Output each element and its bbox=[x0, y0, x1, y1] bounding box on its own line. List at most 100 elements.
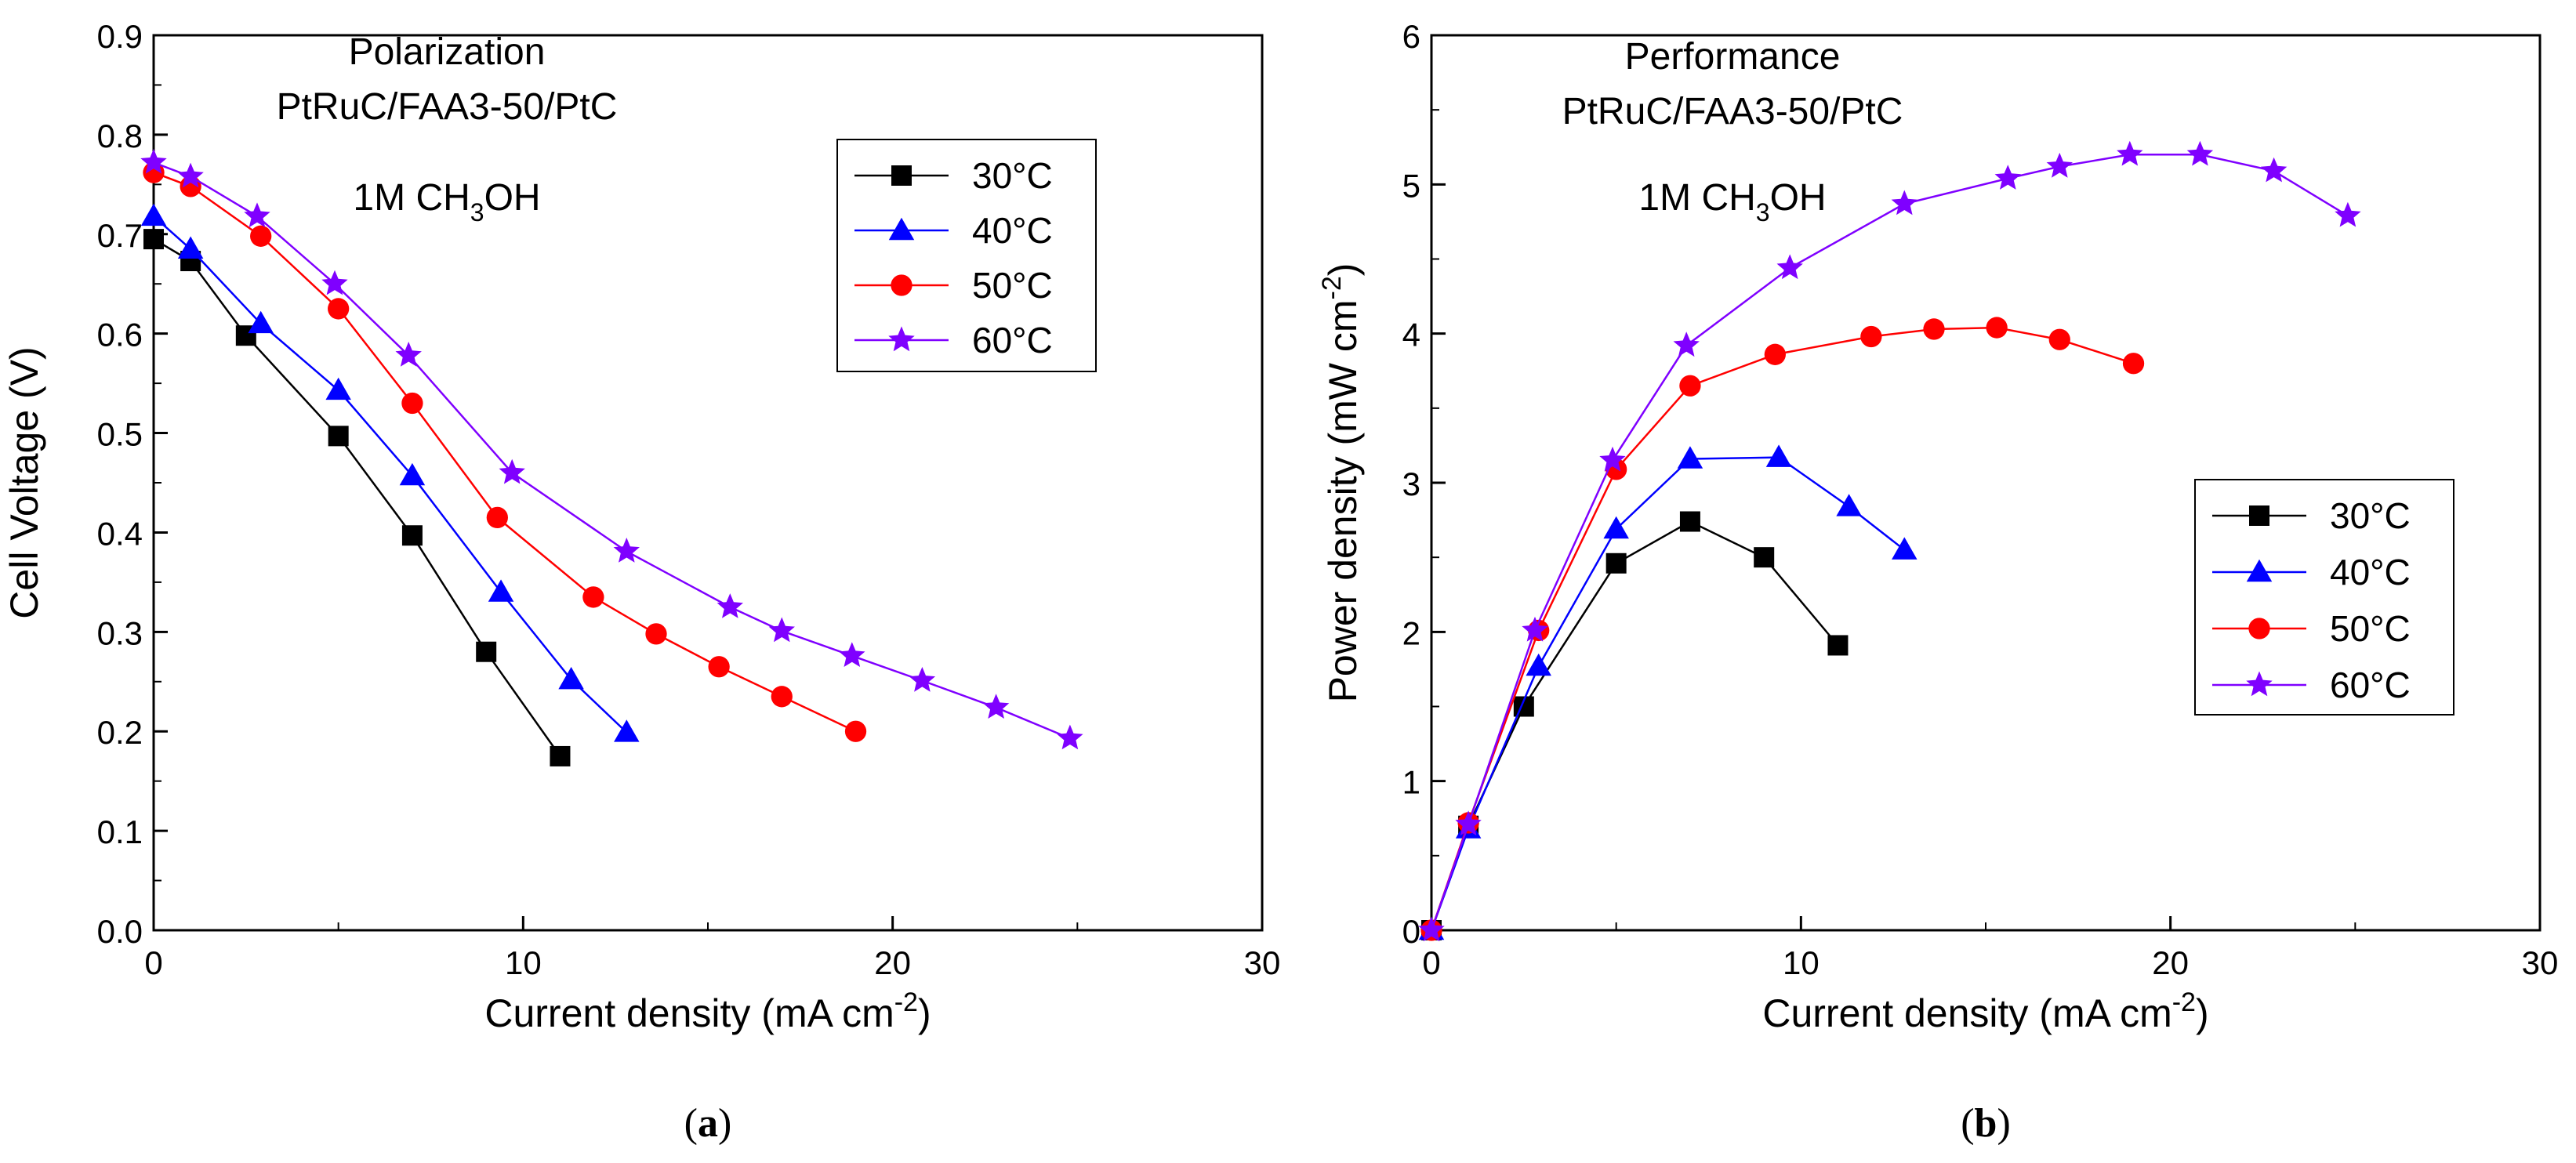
series-group-a bbox=[140, 148, 1083, 766]
data-point-60c bbox=[1673, 332, 1700, 357]
chart-title-line1-b: Performance bbox=[1625, 36, 1841, 78]
legend-box-a bbox=[836, 139, 1097, 372]
y-tick-label: 2 bbox=[1402, 614, 1420, 651]
data-point-40c bbox=[614, 719, 640, 742]
chart-title-line1-a: Polarization bbox=[349, 31, 546, 73]
y-tick-label: 4 bbox=[1402, 317, 1420, 353]
data-point-30c bbox=[1754, 547, 1775, 568]
legend-box-b bbox=[2194, 479, 2454, 716]
data-point-60c bbox=[140, 148, 167, 174]
data-point-30c bbox=[550, 745, 571, 766]
y-tick-label: 1 bbox=[1402, 764, 1420, 801]
data-point-60c bbox=[613, 538, 640, 563]
x-axis-b: 0 10 20 30 bbox=[1422, 916, 2558, 981]
data-point-50c bbox=[1679, 375, 1701, 397]
y-tick-label: 0.4 bbox=[97, 515, 143, 552]
x-tick-label: 10 bbox=[505, 944, 542, 981]
x-tick-label: 10 bbox=[1783, 944, 1820, 981]
legend-marker-40c bbox=[2246, 559, 2273, 582]
data-point-50c bbox=[1860, 325, 1882, 348]
data-point-60c bbox=[1599, 446, 1626, 472]
data-point-50c bbox=[1986, 317, 2008, 339]
data-point-60c bbox=[1994, 165, 2021, 190]
y-tick-label: 0.7 bbox=[97, 217, 143, 254]
data-point-40c bbox=[1765, 444, 1792, 467]
data-point-50c bbox=[771, 686, 793, 708]
y-tick-label: 0.0 bbox=[97, 913, 143, 950]
data-point-60c bbox=[1776, 254, 1803, 280]
legend-label-50c: 50°C bbox=[972, 265, 1053, 306]
data-point-40c bbox=[399, 462, 426, 486]
panel-caption-a: (a) bbox=[684, 1101, 732, 1146]
data-point-60c bbox=[2117, 140, 2143, 166]
data-point-30c bbox=[476, 641, 497, 662]
data-point-50c bbox=[645, 623, 667, 645]
data-point-60c bbox=[717, 593, 743, 618]
data-point-30c bbox=[1827, 635, 1849, 656]
data-point-60c bbox=[1455, 810, 1482, 836]
series-group-b bbox=[1418, 140, 2361, 942]
data-point-40c bbox=[1892, 537, 1917, 560]
y-tick-label: 0.5 bbox=[97, 416, 143, 453]
data-point-50c bbox=[250, 225, 272, 247]
data-point-50c bbox=[401, 392, 423, 415]
y-tick-label: 5 bbox=[1402, 167, 1420, 204]
y-tick-label: 0.6 bbox=[97, 317, 143, 353]
legend-marker-50c bbox=[2248, 618, 2270, 639]
data-point-40c bbox=[325, 377, 351, 400]
data-point-50c bbox=[2122, 353, 2145, 375]
data-point-30c bbox=[328, 426, 349, 447]
y-tick-label: 0.3 bbox=[97, 614, 143, 651]
data-point-60c bbox=[2335, 201, 2361, 227]
data-point-50c bbox=[1923, 318, 1945, 340]
y-axis-label-a: Cell Voltage (V) bbox=[2, 346, 46, 618]
data-point-60c bbox=[839, 642, 865, 667]
data-point-50c bbox=[1764, 343, 1786, 365]
y-tick-label: 0 bbox=[1402, 913, 1420, 950]
data-point-60c bbox=[244, 202, 270, 228]
legend-marker-60c bbox=[888, 326, 915, 352]
y-tick-label: 3 bbox=[1402, 466, 1420, 502]
data-point-30c bbox=[1679, 511, 1700, 532]
data-point-40c bbox=[488, 579, 514, 602]
series-line-40c bbox=[153, 215, 628, 734]
data-point-50c bbox=[486, 506, 508, 529]
data-point-60c bbox=[1891, 190, 1917, 216]
x-axis-a: 0 10 20 30 bbox=[144, 916, 1280, 981]
x-tick-label: 0 bbox=[144, 944, 162, 981]
data-point-40c bbox=[1526, 653, 1551, 676]
data-point-60c bbox=[177, 162, 204, 188]
y-tick-label: 0.2 bbox=[97, 714, 143, 751]
data-point-40c bbox=[140, 203, 167, 226]
chart-panel-b: 0 1 2 3 4 5 6 0 10 20 30 Performance PtRuC/FAA3-5… bbox=[1317, 18, 2558, 1146]
legend-label-40c: 40°C bbox=[972, 210, 1053, 251]
data-point-60c bbox=[1418, 916, 1445, 942]
x-tick-label: 20 bbox=[874, 944, 911, 981]
x-axis-label-b: Current density (mA cm-2) bbox=[1762, 987, 2208, 1035]
data-point-50c bbox=[844, 720, 867, 742]
data-point-40c bbox=[558, 666, 584, 690]
x-tick-label: 30 bbox=[1244, 944, 1281, 981]
legend-marker-40c bbox=[888, 217, 915, 241]
x-tick-label: 0 bbox=[1422, 944, 1440, 981]
y-tick-label: 6 bbox=[1402, 18, 1420, 55]
data-point-30c bbox=[1605, 553, 1627, 574]
y-tick-label: 0.1 bbox=[97, 813, 143, 850]
y-tick-label: 0.8 bbox=[97, 118, 143, 154]
data-point-40c bbox=[1836, 494, 1862, 516]
y-tick-label: 0.9 bbox=[97, 18, 143, 55]
data-point-60c bbox=[2046, 152, 2073, 178]
legend-label-30c: 30°C bbox=[972, 155, 1053, 196]
legend-label-60c: 60°C bbox=[2330, 665, 2411, 705]
legend-label-30c: 30°C bbox=[2330, 495, 2411, 536]
legend-marker-30c bbox=[891, 165, 912, 186]
legend-b: 30°C 40°C 50°C 60°C bbox=[2194, 479, 2454, 716]
chemical-annotation-a: 1M CH3OH bbox=[353, 177, 540, 226]
data-point-60c bbox=[1057, 724, 1083, 750]
chart-panel-a: 0.0 0.1 0.2 0.3 0.4 0.5 0.6 0.7 0.8 0.9 0 10 20 30 P… bbox=[2, 18, 1280, 1146]
data-point-60c bbox=[2260, 157, 2288, 183]
chemical-annotation-b: 1M CH3OH bbox=[1638, 177, 1826, 226]
data-point-60c bbox=[1522, 616, 1548, 642]
legend-label-60c: 60°C bbox=[972, 320, 1053, 360]
